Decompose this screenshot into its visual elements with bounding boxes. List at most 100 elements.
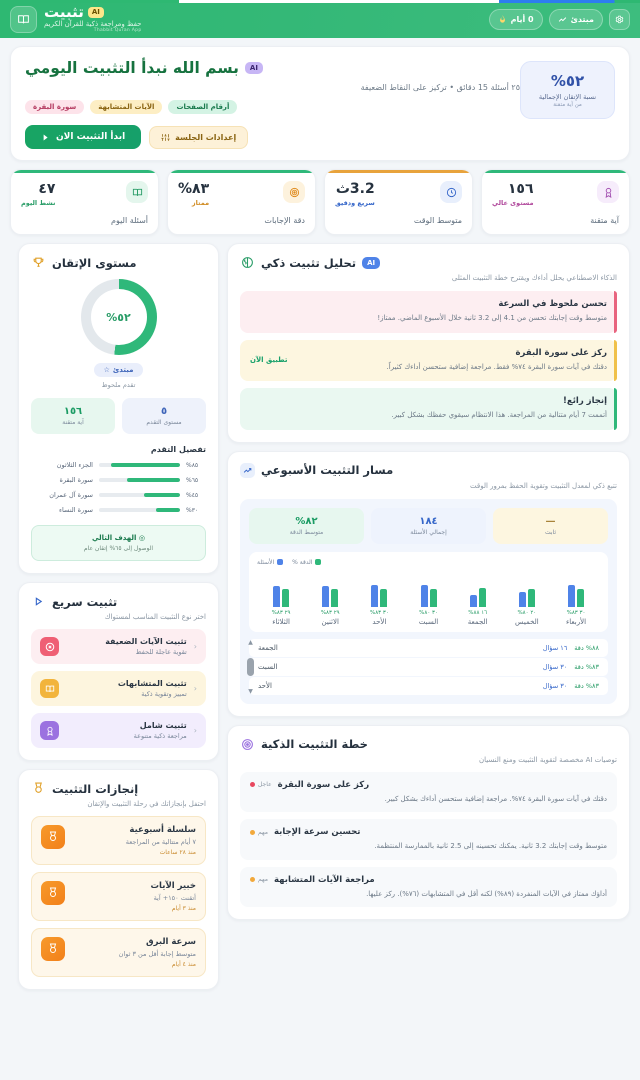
achievement-text: سلسلة أسبوعية ٧ أيام متتالية من المراجعة… (73, 825, 196, 856)
progress-percent: ٤٥% (186, 491, 199, 499)
stat-row: ٤٧ نشط اليوم (21, 181, 148, 207)
quick-item-title: تثبيت المتشابهات (117, 679, 187, 688)
bar-value-label: ٣٠ ٨٣% (369, 609, 389, 616)
session-settings-button[interactable]: إعدادات الجلسة (149, 125, 249, 149)
hero-title-row: AI بسم الله نبدأ التثبيت اليومي (25, 59, 520, 77)
weekly-total-questions: ١٨٤ إجمالي الأسئلة (371, 507, 486, 544)
ai-badge: AI (87, 6, 104, 19)
book-open-icon (126, 181, 148, 203)
mastery-level-badge: مبتدئ ☆ (93, 363, 144, 377)
progress-track (99, 463, 180, 467)
scroll-up-icon[interactable]: ▲ (248, 638, 253, 646)
plan-panel-title: خطة التثبيت الذكية (261, 737, 368, 751)
weekly-trend-value: — (545, 515, 556, 527)
scroll-thumb[interactable] (247, 657, 254, 676)
page-body: ٥٢% نسبة الإتقان الإجمالية من آية متقنة … (0, 38, 640, 990)
progress-row: ٦٥% سورة البقرة (31, 476, 206, 484)
stat-accent (168, 170, 315, 173)
weekly-accuracy-label: متوسط الدقة (289, 528, 324, 536)
weekly-panel-head: مسار التثبيت الأسبوعي تتبع ذكي لمعدل الت… (228, 452, 629, 490)
topic-chip-pages[interactable]: أرقام الصفحات (168, 100, 238, 114)
topic-chip-surah[interactable]: سورة البقرة (25, 100, 85, 114)
hero-topic-chips: أرقام الصفحات الآيات المتشابهة سورة البق… (25, 100, 520, 114)
plan-item-desc: دقتك في آيات سورة البقرة ٧٤%. مراجعة إضا… (384, 794, 607, 803)
plan-priority: عاجل (250, 781, 272, 788)
medal-icon (31, 781, 46, 796)
plan-item-title: تحسين سرعة الإجابة (273, 827, 361, 837)
hero-actions: إعدادات الجلسة ابدأ التثبيت الان (25, 125, 520, 149)
achievement-title: خبير الآيات (150, 881, 196, 891)
sliders-icon (161, 133, 170, 141)
app-subtitle-latin: Thabbit Quran App (93, 27, 142, 33)
weekly-trend-label: ثابت (544, 528, 557, 536)
row-metrics: ٨٨% دقة ١٦ سؤال (543, 644, 599, 652)
mastery-kpi-level: ٥ مستوى التقدم (122, 398, 206, 434)
progress-name: الجزء الثلاثون (56, 461, 93, 469)
medal-icon (41, 937, 65, 961)
weekly-trend: — ثابت (493, 507, 608, 544)
mastery-level-label: مبتدئ (112, 366, 134, 374)
quick-item-similar[interactable]: ‹ تثبيت المتشابهات تمييز وتقوية ذكية (31, 671, 206, 706)
bar-accuracy (527, 588, 535, 607)
plan-item-title: ركز على سورة البقرة (277, 779, 370, 790)
progress-fill (127, 478, 180, 482)
kpi-label: آية متقنة (62, 419, 84, 426)
stat-card-questions-today: ٤٧ نشط اليوم أسئلة اليوم (10, 169, 159, 235)
streak-label: 0 أيام (510, 14, 534, 24)
settings-icon[interactable] (609, 8, 630, 30)
progress-percent: ٦٥% (186, 476, 199, 484)
stat-card-average-time: 3.2ث سريع ودقيق متوسط الوقت (324, 169, 473, 235)
clock-icon (440, 181, 462, 203)
stat-accent (482, 170, 629, 173)
topic-chip-similar[interactable]: الآيات المتشابهة (90, 100, 163, 114)
stat-tag: نشط اليوم (21, 199, 56, 207)
chart-bar-group: ٣٠ ٨٣% الأحد (359, 561, 399, 626)
bar-questions (371, 584, 379, 607)
kpi-value: ١٥٦ (63, 406, 83, 417)
quick-item-desc: مراجعة ذكية متنوعة (133, 732, 187, 740)
weekly-avg-accuracy: ٨٢% متوسط الدقة (249, 507, 364, 544)
achievement-ayat-expert: خبير الآيات أتقنت ١٥٠+ آية منذ ٣ أيام (31, 872, 206, 921)
bar-accuracy (577, 588, 584, 607)
bar-value-label: ٣٠ ٨٠% (419, 609, 438, 616)
progress-track (99, 478, 180, 482)
overall-mastery-kpi: ٥٢% نسبة الإتقان الإجمالية من آية متقنة (520, 61, 615, 119)
row-metrics: ٨٣% دقة ٣٠ سؤال (543, 663, 599, 671)
bar-questions (420, 584, 428, 607)
quick-item-comprehensive[interactable]: ‹ تثبيت شامل مراجعة ذكية متنوعة (31, 713, 206, 748)
bar-questions (568, 584, 575, 607)
legend-questions: الأسئلة (257, 558, 284, 566)
scroll-down-icon[interactable]: ▼ (248, 687, 253, 695)
plan-list: ركز على سورة البقرة عاجل دقتك في آيات سو… (228, 764, 629, 920)
apply-now-link[interactable]: تطبيق الآن (250, 356, 288, 365)
bar-day-label: الأحد (372, 617, 387, 626)
plan-item-desc: متوسط وقت إجابتك 3.2 ثانية. يمكنك تحسينه… (374, 842, 607, 850)
weekly-inner: — ثابت ١٨٤ إجمالي الأسئلة ٨٢% متوسط الدق… (240, 498, 617, 704)
weekly-path-panel: مسار التثبيت الأسبوعي تتبع ذكي لمعدل الت… (227, 450, 630, 717)
stat-label: دقة الإجابات (264, 216, 305, 225)
plan-panel-subtitle: توصيات AI مخصصة لتقوية التثبيت ومنع النس… (478, 755, 617, 764)
next-goal-title: ◎ الهدف التالي (91, 534, 146, 542)
start-session-label: ابدأ التثبيت الان (56, 132, 126, 142)
bar-value-label: ٢٩ ٨٣% (271, 609, 291, 616)
stat-row: ١٥٦ مستوى عالي (492, 181, 619, 207)
mastery-panel-title-row: مستوى الإتقان (31, 255, 206, 270)
mastery-kpi-ayat: ١٥٦ آية متقنة (31, 398, 115, 434)
level-pill[interactable]: مبتدئ (548, 8, 603, 30)
weekly-total-value: ١٨٤ (419, 515, 438, 527)
quick-item-weak-ayat[interactable]: ‹ تثبيت الآيات الضعيفة تقوية عاجلة للحفظ (31, 629, 206, 664)
achievement-meta: منذ ٤ أيام (171, 961, 196, 968)
rows-scrollbar[interactable]: ▲ ▼ (246, 639, 255, 695)
ai-insight-title: ركز على سورة البقرة (515, 347, 607, 358)
accent-bar (614, 388, 617, 430)
bar-accuracy (331, 588, 339, 607)
ai-panel-subtitle: الذكاء الاصطناعي يحلل أداءك ويقترح خطة ا… (451, 274, 617, 282)
chevron-left-icon: ‹ (193, 684, 197, 693)
streak-pill[interactable]: 0 أيام (488, 8, 543, 30)
achievements-panel: إنجازات التثبيت احتفل بإنجازاتك في رحلة … (18, 769, 219, 990)
bar-value-label: ٢٩ ٨٣% (320, 609, 340, 616)
bar-value-label: ١٦ ٨٨% (468, 609, 488, 616)
overall-mastery-sub: من آية متقنة (553, 102, 582, 108)
stat-label: متوسط الوقت (413, 216, 462, 225)
start-session-button[interactable]: ابدأ التثبيت الان (25, 125, 142, 149)
